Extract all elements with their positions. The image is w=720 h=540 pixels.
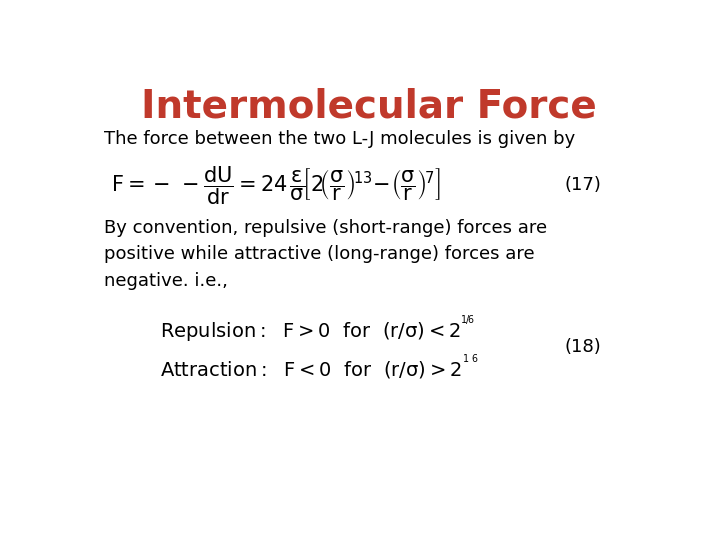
Text: Intermolecular Force: Intermolecular Force (141, 88, 597, 126)
Text: $\mathrm{F=-\,-\dfrac{dU}{dr}=24\,\dfrac{\varepsilon}{\sigma}\!\left[2\!\left(\d: $\mathrm{F=-\,-\dfrac{dU}{dr}=24\,\dfrac… (112, 165, 441, 207)
Text: $\mathrm{Attraction:\ \ F<0\ \ for\ \ \left(r/\sigma\right)>2^{^{1\ 6}}}$: $\mathrm{Attraction:\ \ F<0\ \ for\ \ \l… (160, 354, 478, 382)
Text: $\mathrm{Repulsion:\ \ F>0\ \ for\ \ \left(r/\sigma\right)<2^{^{1\!/\!6}}}$: $\mathrm{Repulsion:\ \ F>0\ \ for\ \ \le… (160, 315, 474, 345)
Text: (17): (17) (564, 177, 601, 194)
Text: The force between the two L-J molecules is given by: The force between the two L-J molecules … (104, 130, 575, 148)
Text: (18): (18) (564, 338, 601, 356)
Text: By convention, repulsive (short-range) forces are
positive while attractive (lon: By convention, repulsive (short-range) f… (104, 219, 547, 289)
